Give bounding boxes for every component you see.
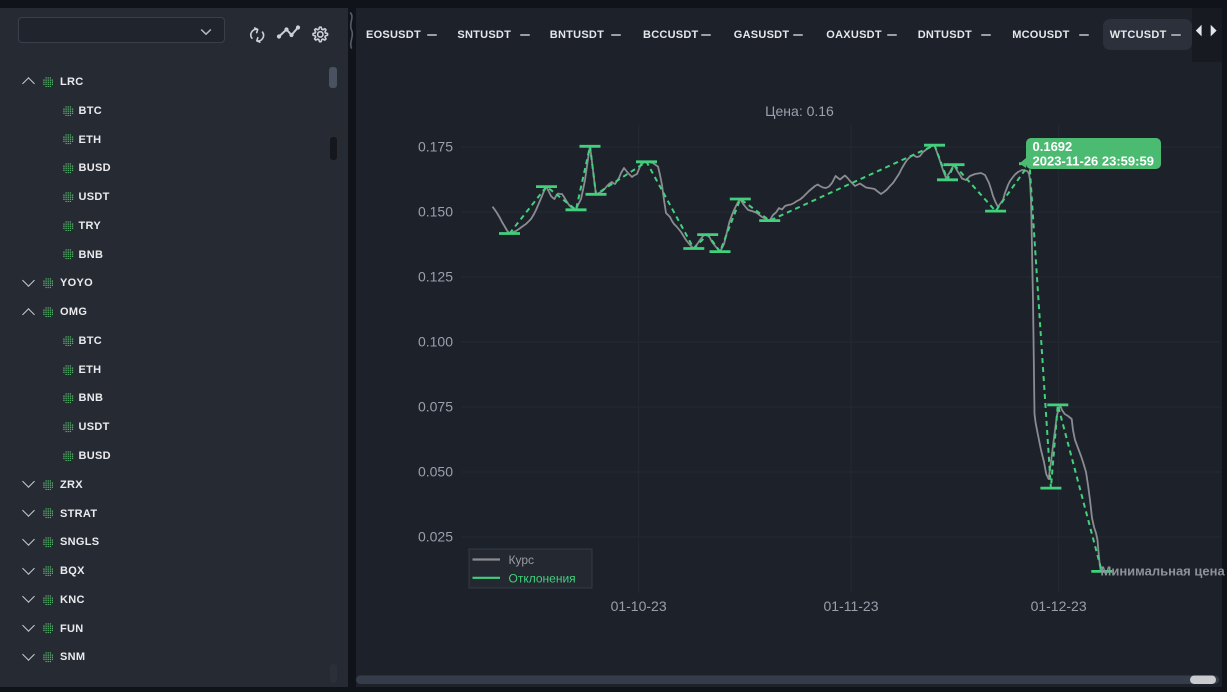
svg-text:01-11-23: 01-11-23 xyxy=(823,598,878,614)
svg-text:Цена: 0.16: Цена: 0.16 xyxy=(765,103,834,119)
svg-text:Отклонения: Отклонения xyxy=(509,571,576,585)
svg-text:Курс: Курс xyxy=(509,553,535,567)
svg-text:0.100: 0.100 xyxy=(418,334,453,350)
svg-text:0.050: 0.050 xyxy=(418,464,453,480)
svg-text:01-10-23: 01-10-23 xyxy=(611,598,667,614)
svg-text:2023-11-26 23:59:59: 2023-11-26 23:59:59 xyxy=(1033,154,1154,169)
svg-text:Минимальная цена: Минимальная цена xyxy=(1101,564,1226,579)
svg-text:0.125: 0.125 xyxy=(418,269,453,285)
svg-text:0.150: 0.150 xyxy=(418,204,453,220)
svg-text:0.025: 0.025 xyxy=(418,529,453,545)
svg-text:0.075: 0.075 xyxy=(418,399,453,415)
svg-text:01-12-23: 01-12-23 xyxy=(1031,598,1087,614)
svg-text:0.175: 0.175 xyxy=(418,139,453,155)
svg-text:0.1692: 0.1692 xyxy=(1033,139,1073,154)
